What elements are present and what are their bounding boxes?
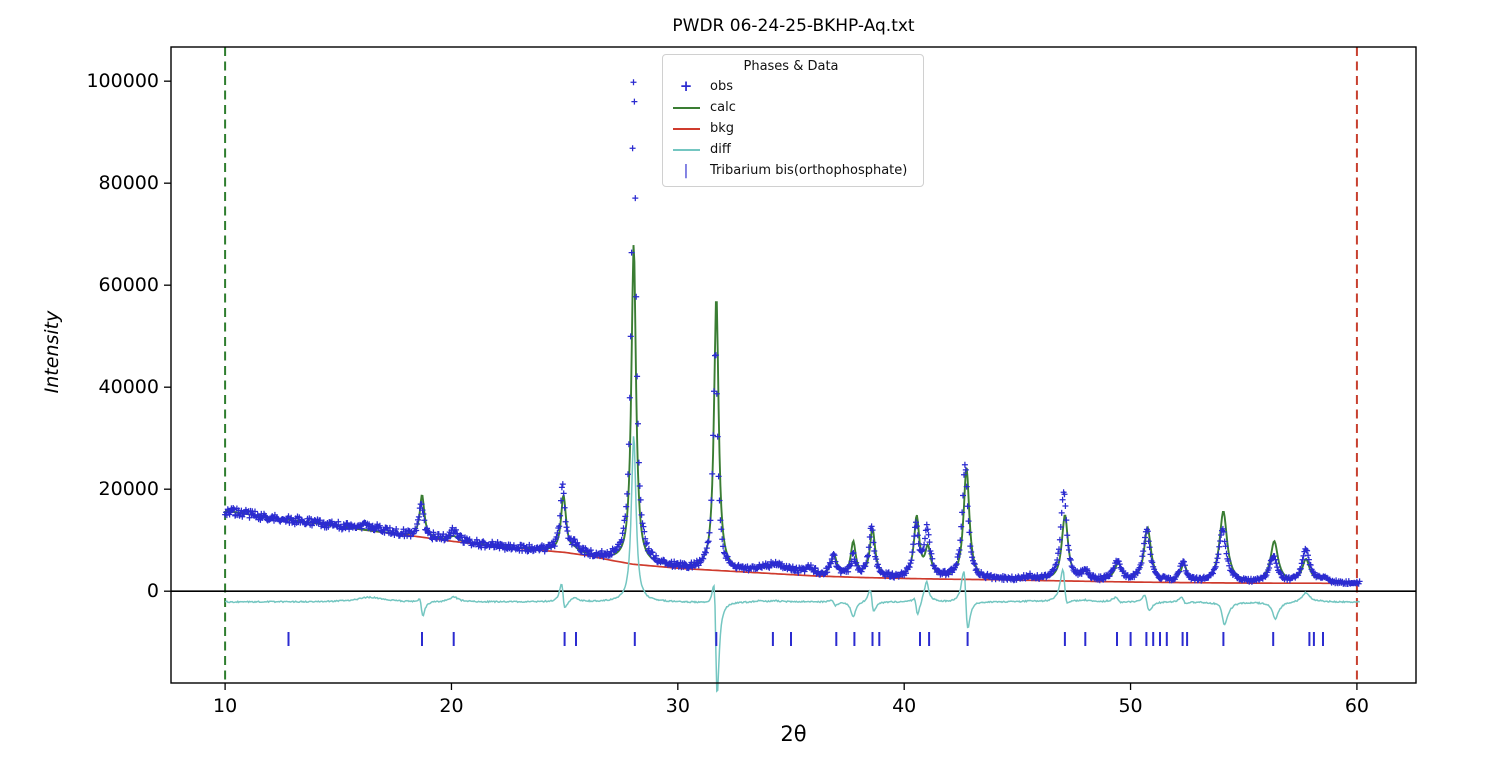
legend-item-bkg: bkg bbox=[665, 118, 917, 139]
plot-border bbox=[170, 46, 1417, 684]
y-tick-label: 40000 bbox=[99, 376, 159, 398]
x-tick-label: 60 bbox=[1345, 695, 1369, 717]
obs-plus-icon: + bbox=[679, 77, 693, 95]
bkg-line-icon bbox=[672, 127, 700, 130]
plot-title: PWDR 06-24-25-BKHP-Aq.txt bbox=[672, 16, 915, 36]
y-tick-label: 20000 bbox=[99, 478, 159, 500]
legend-item-calc: calc bbox=[665, 97, 917, 118]
legend-item-phase: | Tribarium bis(orthophosphate) bbox=[665, 160, 917, 181]
legend-label-obs: obs bbox=[710, 79, 733, 94]
y-tick-label: 100000 bbox=[86, 70, 159, 92]
y-tick-label: 0 bbox=[147, 580, 159, 602]
legend-label-calc: calc bbox=[710, 100, 736, 115]
legend-label-bkg: bkg bbox=[710, 121, 735, 136]
x-tick-label: 30 bbox=[666, 695, 690, 717]
x-tick-label: 40 bbox=[892, 695, 916, 717]
legend-title: Phases & Data bbox=[743, 59, 839, 74]
diff-line-icon bbox=[672, 148, 700, 151]
bkg-curve bbox=[224, 509, 1360, 585]
legend-item-diff: diff bbox=[665, 139, 917, 160]
legend-item-obs: + obs bbox=[665, 76, 917, 97]
legend-label-diff: diff bbox=[710, 142, 731, 157]
reflection-ticks bbox=[287, 632, 1324, 646]
x-tick-label: 50 bbox=[1118, 695, 1142, 717]
legend-label-phase: Tribarium bis(orthophosphate) bbox=[710, 163, 908, 178]
y-axis-label: Intensity bbox=[41, 310, 63, 393]
reflection-tick-icon: | bbox=[683, 162, 689, 179]
legend-box: Phases & Data + obs calc bkg diff | Trib… bbox=[662, 54, 924, 187]
x-tick-label: 20 bbox=[439, 695, 463, 717]
calc-line-icon bbox=[672, 106, 700, 109]
x-tick-label: 10 bbox=[213, 695, 237, 717]
x-axis-label: 2θ bbox=[780, 722, 806, 746]
y-tick-label: 60000 bbox=[99, 274, 159, 296]
diff-curve bbox=[224, 436, 1361, 693]
obs-points bbox=[222, 79, 1363, 587]
y-tick-label: 80000 bbox=[99, 172, 159, 194]
